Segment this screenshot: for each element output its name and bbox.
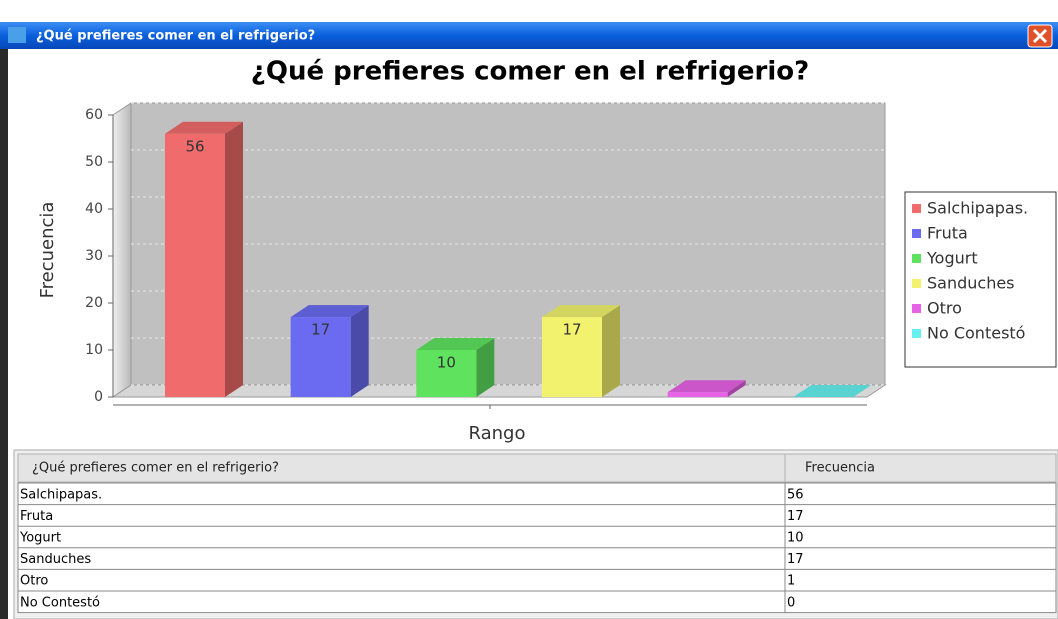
data-label: 17 bbox=[562, 321, 581, 339]
bar-top-shade bbox=[290, 305, 369, 318]
bar-side bbox=[602, 305, 620, 397]
data-label: 56 bbox=[185, 137, 204, 155]
bar-side-shade bbox=[602, 305, 620, 397]
x-axis-label: Rango bbox=[469, 423, 526, 444]
bar-top-shade bbox=[793, 385, 872, 397]
legend-label: Yogurt bbox=[926, 249, 978, 268]
legend-label: Otro bbox=[927, 299, 962, 318]
table-cell: Sanduches bbox=[20, 552, 91, 567]
bar bbox=[416, 350, 477, 397]
legend-swatch bbox=[912, 204, 921, 213]
bar-side-shade bbox=[225, 121, 243, 398]
back-wall bbox=[130, 102, 886, 386]
data-label: 10 bbox=[437, 354, 456, 372]
legend-label: Sanduches bbox=[927, 274, 1015, 293]
data-table: ¿Qué prefieres comer en el refrigerio? Fr… bbox=[13, 449, 1058, 619]
bar-side-shade bbox=[476, 338, 495, 397]
bar-top bbox=[416, 338, 495, 350]
window-border bbox=[0, 49, 8, 619]
table-header bbox=[17, 453, 1057, 483]
table-cell: Salchipapas. bbox=[20, 487, 102, 502]
app-icon bbox=[8, 27, 26, 43]
bar-top bbox=[542, 305, 620, 318]
y-tick-label: 0 bbox=[94, 389, 103, 405]
legend-swatch bbox=[912, 254, 921, 263]
title-bar bbox=[0, 22, 1058, 49]
chart-title: ¿Qué prefieres comer en el refrigerio? bbox=[251, 57, 809, 87]
y-tick-label: 30 bbox=[85, 248, 103, 264]
legend-label: Salchipapas. bbox=[927, 199, 1028, 218]
close-icon bbox=[1032, 28, 1048, 44]
bar-side bbox=[727, 380, 746, 397]
data-label: 17 bbox=[311, 321, 330, 339]
table-cell: No Contestó bbox=[20, 595, 100, 610]
header-cell: Frecuencia bbox=[805, 461, 875, 476]
bar-top bbox=[793, 385, 872, 397]
y-tick-label: 10 bbox=[85, 342, 103, 358]
chart: 0 10 20 30 40 50 60 Frecuencia Rango 56 17 10 17 Salc… bbox=[37, 102, 1057, 444]
table-cell: 10 bbox=[787, 531, 804, 546]
bar-side bbox=[225, 121, 243, 398]
bar-side bbox=[476, 338, 495, 397]
legend-swatch bbox=[912, 279, 921, 288]
table-cell: Otro bbox=[20, 574, 48, 589]
bar bbox=[290, 317, 351, 397]
bar bbox=[667, 392, 728, 397]
y-tick-label: 60 bbox=[85, 107, 103, 123]
table-cell: Fruta bbox=[20, 509, 53, 524]
legend-swatch bbox=[912, 229, 921, 238]
table-cell: 0 bbox=[787, 595, 795, 610]
left-wall bbox=[112, 102, 132, 398]
bar-top-shade bbox=[165, 121, 243, 134]
legend-label: No Contestó bbox=[927, 324, 1025, 343]
bar bbox=[542, 317, 602, 397]
table-cell: 56 bbox=[787, 487, 804, 502]
legend-label: Fruta bbox=[927, 224, 968, 243]
bar-side-shade bbox=[727, 380, 746, 397]
bar-side bbox=[350, 305, 369, 397]
y-axis-label: Frecuencia bbox=[37, 202, 58, 299]
table-cell: 17 bbox=[787, 552, 804, 567]
bar-top bbox=[165, 121, 243, 134]
y-tick-label: 50 bbox=[85, 154, 103, 170]
window-title: ¿Qué prefieres comer en el refrigerio? bbox=[36, 29, 315, 44]
bar-top-shade bbox=[416, 338, 495, 350]
bar-side-shade bbox=[350, 305, 369, 397]
bar-top bbox=[290, 305, 369, 318]
bar bbox=[165, 133, 225, 398]
table-cell: 17 bbox=[787, 509, 804, 524]
legend-box bbox=[904, 191, 1057, 368]
y-tick-label: 40 bbox=[85, 201, 103, 217]
bar-top-shade bbox=[542, 305, 620, 318]
y-tick-label: 20 bbox=[85, 295, 103, 311]
header-cell: ¿Qué prefieres comer en el refrigerio? bbox=[32, 461, 279, 476]
table-cell: 1 bbox=[787, 574, 795, 589]
bar-top bbox=[667, 380, 746, 393]
legend-swatch bbox=[912, 304, 921, 313]
legend-swatch bbox=[912, 329, 921, 338]
bar-top-shade bbox=[667, 380, 746, 393]
table-cell: Yogurt bbox=[19, 531, 61, 546]
